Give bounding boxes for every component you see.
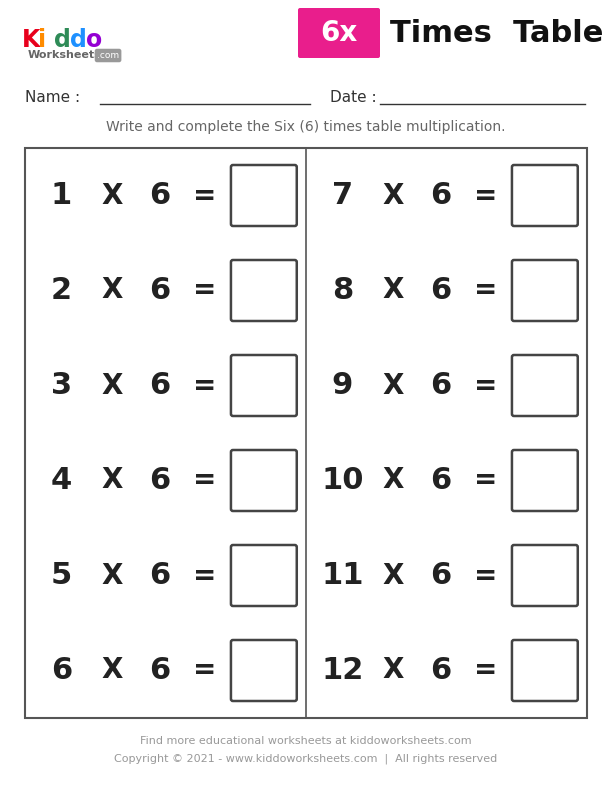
- Text: .com: .com: [97, 51, 119, 60]
- Text: Copyright © 2021 - www.kiddoworksheets.com  |  All rights reserved: Copyright © 2021 - www.kiddoworksheets.c…: [114, 754, 498, 764]
- Text: X: X: [102, 466, 123, 494]
- Text: =: =: [193, 371, 217, 399]
- Text: 6: 6: [149, 371, 171, 400]
- Text: d: d: [70, 28, 87, 52]
- FancyBboxPatch shape: [231, 450, 297, 511]
- FancyBboxPatch shape: [298, 8, 380, 58]
- FancyBboxPatch shape: [512, 450, 578, 511]
- Bar: [25, 148, 587, 718]
- FancyBboxPatch shape: [512, 165, 578, 226]
- Text: 4: 4: [51, 466, 72, 495]
- Text: 7: 7: [332, 181, 353, 210]
- Text: 9: 9: [332, 371, 353, 400]
- Text: 3: 3: [51, 371, 72, 400]
- Text: Date :: Date :: [330, 90, 381, 105]
- Text: =: =: [193, 562, 217, 589]
- Text: 1: 1: [51, 181, 72, 210]
- Text: X: X: [382, 657, 404, 684]
- Text: 6: 6: [149, 276, 171, 305]
- Text: Times  Table: Times Table: [390, 18, 603, 48]
- Text: 5: 5: [51, 561, 72, 590]
- Text: X: X: [102, 371, 123, 399]
- Text: X: X: [102, 181, 123, 210]
- Text: 12: 12: [321, 656, 364, 685]
- Text: 6: 6: [430, 371, 452, 400]
- FancyBboxPatch shape: [231, 545, 297, 606]
- Text: X: X: [102, 276, 123, 304]
- Text: =: =: [193, 276, 217, 304]
- Text: =: =: [474, 657, 498, 684]
- Text: d: d: [54, 28, 71, 52]
- Text: Write and complete the Six (6) times table multiplication.: Write and complete the Six (6) times tab…: [106, 120, 506, 134]
- Text: Worksheets: Worksheets: [28, 50, 102, 60]
- Text: 6: 6: [430, 656, 452, 685]
- Text: =: =: [193, 466, 217, 494]
- Text: X: X: [382, 276, 404, 304]
- Text: 6: 6: [149, 466, 171, 495]
- Text: 2: 2: [51, 276, 72, 305]
- Text: X: X: [382, 181, 404, 210]
- Text: 6: 6: [430, 466, 452, 495]
- Text: =: =: [193, 181, 217, 210]
- FancyBboxPatch shape: [231, 165, 297, 226]
- Text: Find more educational worksheets at kiddoworksheets.com: Find more educational worksheets at kidd…: [140, 736, 472, 746]
- Text: X: X: [102, 562, 123, 589]
- Text: =: =: [474, 276, 498, 304]
- Text: 6: 6: [51, 656, 72, 685]
- Text: 6: 6: [430, 276, 452, 305]
- FancyBboxPatch shape: [231, 640, 297, 701]
- Text: X: X: [102, 657, 123, 684]
- FancyBboxPatch shape: [512, 545, 578, 606]
- Text: =: =: [474, 562, 498, 589]
- FancyBboxPatch shape: [512, 355, 578, 416]
- Text: =: =: [474, 466, 498, 494]
- Text: =: =: [474, 181, 498, 210]
- Text: 6x: 6x: [320, 19, 357, 47]
- Text: X: X: [382, 562, 404, 589]
- Text: 10: 10: [321, 466, 364, 495]
- Text: X: X: [382, 371, 404, 399]
- Text: 8: 8: [332, 276, 353, 305]
- Text: 6: 6: [149, 181, 171, 210]
- Text: 11: 11: [321, 561, 364, 590]
- FancyBboxPatch shape: [231, 355, 297, 416]
- Text: o: o: [86, 28, 102, 52]
- Text: i: i: [38, 28, 46, 52]
- FancyBboxPatch shape: [512, 640, 578, 701]
- FancyBboxPatch shape: [512, 260, 578, 321]
- FancyBboxPatch shape: [231, 260, 297, 321]
- Text: =: =: [193, 657, 217, 684]
- Text: =: =: [474, 371, 498, 399]
- Text: Name :: Name :: [25, 90, 85, 105]
- Text: X: X: [382, 466, 404, 494]
- Text: 6: 6: [149, 561, 171, 590]
- Text: 6: 6: [430, 561, 452, 590]
- Text: K: K: [22, 28, 40, 52]
- Text: 6: 6: [149, 656, 171, 685]
- Text: 6: 6: [430, 181, 452, 210]
